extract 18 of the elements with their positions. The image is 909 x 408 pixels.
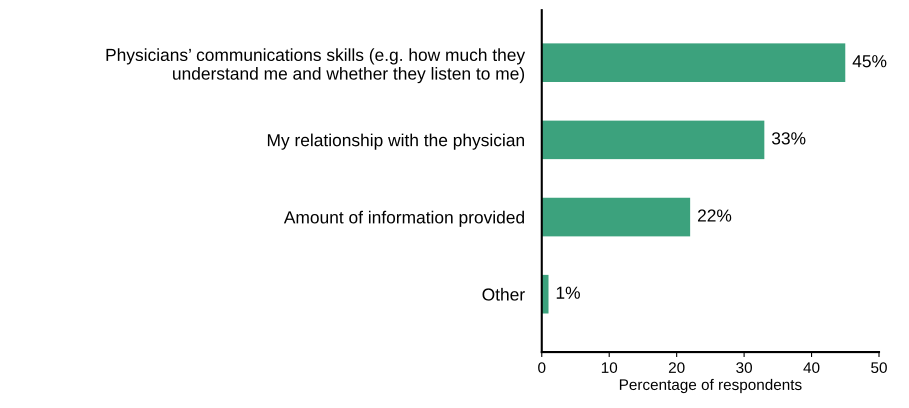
x-tick-label: 30: [736, 362, 752, 374]
bar: [542, 120, 764, 160]
y-tick-label: Physicians’ communications skills (e.g. how much they understand me and whether they listen to me): [106, 48, 526, 84]
x-tick-label: 0: [538, 362, 546, 374]
bar: [542, 198, 690, 236]
x-tick-label: 10: [602, 362, 618, 374]
data-label: 22%: [698, 209, 732, 222]
bar: [542, 43, 846, 82]
y-tick-label: Other: [482, 288, 525, 301]
y-tick-label: Amount of information provided: [284, 210, 524, 227]
x-tick-label: 50: [871, 362, 887, 374]
data-label: 33%: [772, 132, 806, 145]
x-tick-label: 40: [803, 362, 820, 374]
x-axis-title: Percentage of respondents: [620, 378, 802, 394]
x-tick-label: 20: [668, 362, 685, 374]
data-label: 45%: [852, 55, 886, 68]
data-label: 1%: [556, 286, 580, 299]
y-tick-label: My relationship with the physician: [268, 134, 524, 150]
